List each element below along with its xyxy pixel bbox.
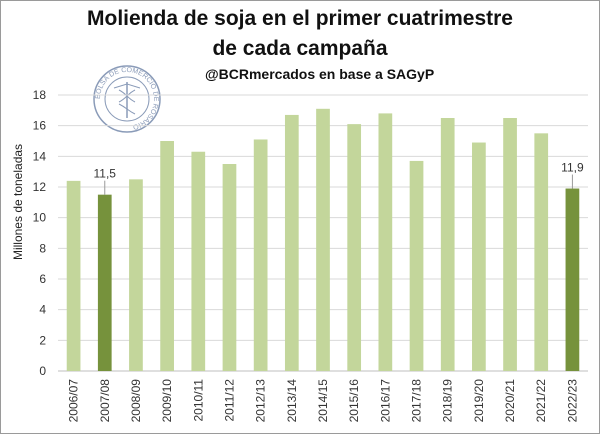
bar-2016-17 xyxy=(378,113,393,372)
caduceus-seal-icon: BOLSA DE COMERCIO DE ROSARIO xyxy=(93,65,161,133)
bar-2007-08 xyxy=(97,194,112,371)
bar-2014-15 xyxy=(316,108,330,372)
bar-2009-10 xyxy=(160,141,174,371)
x-tick-label: 2012/13 xyxy=(254,379,268,423)
chart-subtitle: @BCRmercados en base a SAGyP xyxy=(205,66,435,82)
bar-2018-19 xyxy=(440,118,455,371)
chart-title-line1: Molienda de soja en el primer cuatrimest… xyxy=(87,7,513,30)
x-tick-label: 2014/15 xyxy=(316,379,330,423)
bar-2013-14 xyxy=(284,114,299,371)
chart-title-line2: de cada campaña xyxy=(212,37,388,60)
y-tick-label: 18 xyxy=(33,88,47,102)
y-tick-label: 6 xyxy=(39,272,46,286)
x-tick-label: 2022/23 xyxy=(565,379,579,423)
y-tick-label: 14 xyxy=(33,149,47,163)
x-tick-label: 2006/07 xyxy=(67,379,81,423)
bar-2017-18 xyxy=(409,160,424,371)
bar-2008-09 xyxy=(129,179,143,371)
y-tick-label: 4 xyxy=(39,303,46,317)
x-tick-label: 2011/12 xyxy=(222,379,236,422)
data-label-2022-23: 11,9 xyxy=(561,161,584,175)
x-tick-label: 2016/17 xyxy=(378,379,392,423)
bar-2011-12 xyxy=(222,164,237,371)
data-label-2007-08: 11,5 xyxy=(94,167,117,181)
bar-2015-16 xyxy=(347,124,362,371)
x-tick-label: 2007/08 xyxy=(98,379,112,423)
x-tick-label: 2009/10 xyxy=(160,379,174,423)
y-tick-label: 10 xyxy=(33,211,47,225)
y-axis-title: Millones de toneladas xyxy=(11,144,25,260)
bar-2006-07 xyxy=(66,180,81,371)
y-tick-label: 2 xyxy=(39,333,46,347)
y-tick-label: 8 xyxy=(39,241,46,255)
bar-2019-20 xyxy=(472,142,486,371)
bar-2020-21 xyxy=(503,118,517,371)
bar-2021-22 xyxy=(534,133,549,371)
x-tick-label: 2013/14 xyxy=(285,379,299,423)
y-tick-label: 16 xyxy=(33,119,47,133)
x-tick-label: 2010/11 xyxy=(191,379,205,422)
x-tick-label: 2021/22 xyxy=(534,379,548,423)
x-tick-label: 2015/16 xyxy=(347,379,361,423)
x-tick-label: 2020/21 xyxy=(503,379,517,423)
y-tick-label: 12 xyxy=(33,180,47,194)
x-tick-label: 2019/20 xyxy=(472,379,486,423)
x-tick-label: 2018/19 xyxy=(441,379,455,423)
bar-2010-11 xyxy=(191,151,206,371)
bar-2022-23 xyxy=(565,188,580,371)
x-tick-label: 2008/09 xyxy=(129,379,143,423)
x-tick-label: 2017/18 xyxy=(410,379,424,423)
bar-2012-13 xyxy=(253,139,268,371)
y-tick-label: 0 xyxy=(39,364,46,378)
